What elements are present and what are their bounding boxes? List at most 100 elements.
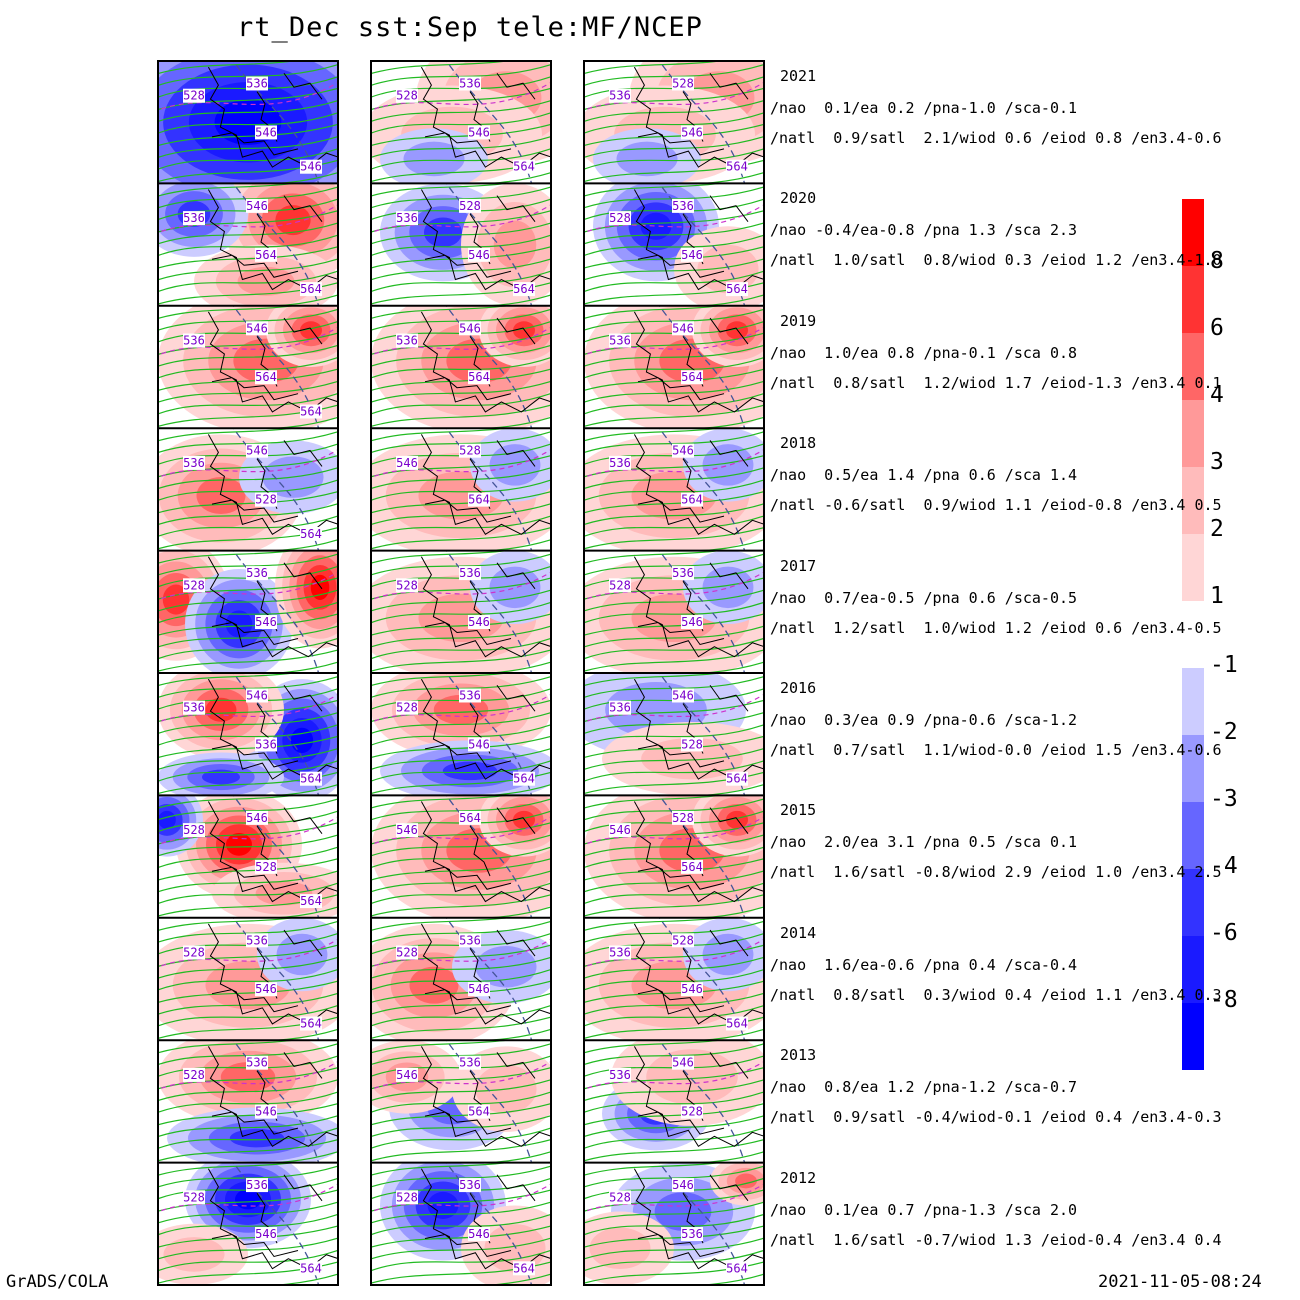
- contour-label: 528: [672, 76, 694, 90]
- height-contour: [371, 246, 551, 269]
- contour-label-bg: [183, 578, 205, 593]
- height-contour: [158, 63, 338, 87]
- contour-label: 546: [672, 688, 694, 702]
- height-contour: [371, 515, 551, 538]
- climatology-contour: [371, 938, 551, 968]
- sst-indices: /natl 0.7/satl 1.1/wiod-0.0 /eiod 1.5 /e…: [770, 741, 1222, 759]
- climatology-contour: [584, 1060, 764, 1091]
- height-contour: [584, 968, 764, 991]
- contour-label-bg: [609, 578, 631, 593]
- contour-label-bg: [513, 159, 535, 174]
- contour-label-bg: [459, 443, 481, 458]
- contour-label-bg: [396, 578, 418, 593]
- contour-label: 546: [681, 982, 703, 996]
- contour-label-bg: [681, 1104, 703, 1119]
- height-contour: [584, 111, 764, 134]
- contour-label: 536: [459, 1056, 481, 1070]
- climatology-contour: [445, 428, 533, 551]
- colorbar-swatch: [1182, 266, 1204, 333]
- height-contour: [371, 467, 551, 490]
- climatology-contour: [232, 550, 320, 673]
- contour-label-bg: [609, 455, 631, 470]
- contour-label: 564: [468, 493, 490, 507]
- height-contour: [584, 894, 764, 917]
- colorbar-label: 2: [1210, 516, 1224, 542]
- height-contour: [584, 846, 764, 869]
- height-contour: [158, 846, 338, 869]
- contour-label: 564: [726, 160, 748, 174]
- height-contour: [371, 344, 551, 367]
- height-contour: [371, 308, 551, 331]
- height-contour: [371, 601, 551, 624]
- height-contour: [371, 894, 551, 917]
- contour-label-bg: [255, 247, 277, 262]
- height-contour: [371, 368, 551, 392]
- height-contour: [158, 183, 298, 197]
- height-contour: [371, 1138, 551, 1162]
- contour-label-bg: [726, 282, 748, 297]
- contour-label-bg: [672, 198, 694, 213]
- height-contour: [371, 882, 551, 905]
- climatology-contour: [158, 448, 338, 479]
- contour-label-bg: [468, 247, 490, 262]
- year-label: 2017: [780, 556, 817, 575]
- height-contour: [158, 858, 338, 881]
- climatology-contour: [584, 448, 764, 479]
- contour-label-bg: [300, 404, 322, 419]
- contour-label-bg: [183, 1190, 205, 1205]
- contour-label-bg: [468, 370, 490, 385]
- height-contour: [158, 467, 338, 490]
- coastline: [633, 556, 764, 658]
- climatology-contour: [658, 61, 746, 184]
- contour-label: 536: [609, 456, 631, 470]
- sst-indices: /natl 1.2/satl 1.0/wiod 1.2 /eiod 0.6 /e…: [770, 618, 1222, 637]
- contour-label-bg: [672, 933, 694, 948]
- height-contour: [158, 675, 338, 699]
- climatology-contour: [658, 795, 746, 918]
- climatology-contour: [584, 815, 764, 846]
- contour-label-bg: [396, 88, 418, 103]
- teleconnection-indices: /nao -0.4/ea-0.8 /pna 1.3 /sca 2.3: [770, 221, 1078, 240]
- contour-label-bg: [468, 1227, 490, 1242]
- height-contour: [584, 834, 764, 857]
- contour-label-bg: [609, 945, 631, 960]
- height-contour: [158, 1225, 338, 1248]
- contour-label: 546: [672, 321, 694, 335]
- map-panel: 528 536 546: [371, 917, 551, 1041]
- contour-label-bg: [681, 615, 703, 630]
- year-label: 2021: [780, 67, 817, 85]
- coastline: [420, 678, 551, 780]
- height-contour: [158, 882, 338, 905]
- climatology-contour: [158, 1060, 338, 1091]
- contour-label-bg: [672, 688, 694, 703]
- colorbar-swatch: [1182, 869, 1204, 936]
- contour-label: 528: [681, 737, 703, 751]
- map-panel: 536 546 564: [371, 305, 551, 429]
- colorbar-label: -1: [1210, 652, 1238, 678]
- contour-label: 536: [459, 933, 481, 947]
- contour-label: 528: [396, 89, 418, 103]
- map-panel: 528 536 546: [584, 550, 764, 673]
- anomaly-shading: [255, 881, 313, 906]
- height-contour: [371, 526, 551, 550]
- height-contour: [158, 980, 338, 1004]
- height-contour: [371, 795, 511, 809]
- height-contour: [584, 1115, 764, 1138]
- height-contour: [584, 613, 764, 636]
- height-contour: [158, 61, 298, 75]
- sst-indices: /natl 1.6/satl -0.7/wiod 1.3 /eiod-0.4 /…: [770, 1230, 1222, 1249]
- contour-label-bg: [246, 933, 268, 948]
- height-contour: [158, 356, 338, 379]
- height-contour: [371, 1127, 551, 1150]
- contour-label-bg: [681, 982, 703, 997]
- height-contour: [584, 1165, 764, 1188]
- height-contour: [158, 503, 338, 526]
- contour-label-bg: [396, 211, 418, 226]
- height-contour: [264, 783, 338, 796]
- height-contour: [371, 234, 551, 257]
- height-contour: [584, 1127, 764, 1150]
- map-panel: 536 528 546 564: [371, 183, 551, 306]
- height-contour: [158, 258, 338, 281]
- contour-label: 546: [300, 160, 322, 174]
- height-contour: [477, 539, 551, 551]
